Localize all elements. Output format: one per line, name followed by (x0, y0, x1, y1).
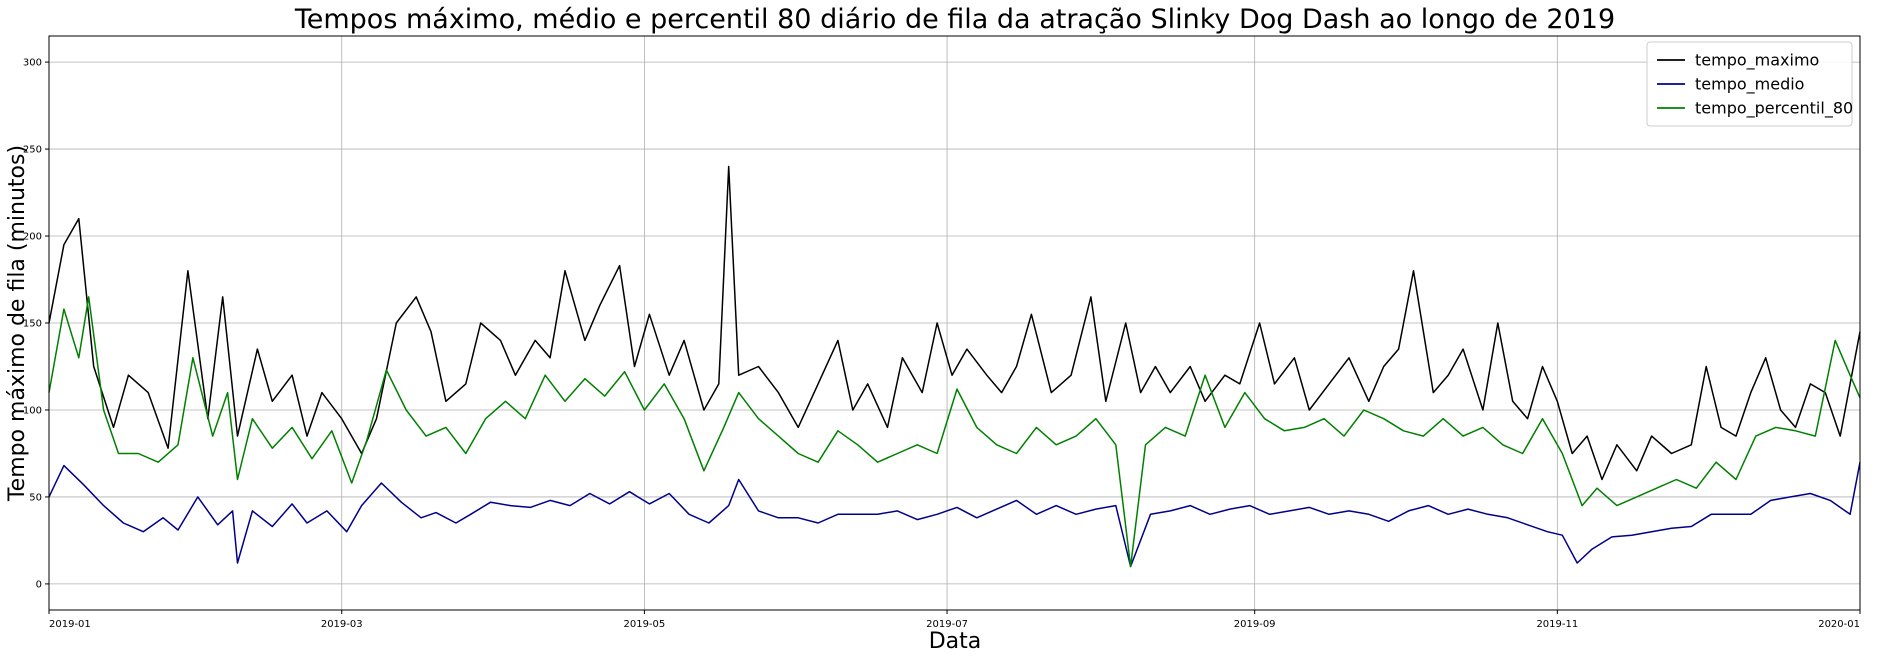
x-tick-label: 2019-07 (926, 619, 968, 630)
legend: tempo_maximo tempo_medio tempo_percentil_8… (1646, 41, 1853, 127)
series-line-tempo-percentil-80 (48, 296, 1861, 568)
x-axis-label: Data (929, 629, 982, 654)
x-tick-label: 2019-05 (623, 619, 665, 630)
y-tick-label: 250 (23, 145, 42, 156)
legend-box (1646, 41, 1853, 127)
plot-frame (48, 35, 1861, 611)
series-lines (48, 165, 1861, 568)
y-tick-label: 100 (23, 405, 42, 416)
y-tick-label: 150 (23, 319, 42, 330)
legend-entry: tempo_maximo (1695, 51, 1819, 71)
y-tick-label: 50 (29, 492, 42, 503)
x-tick-label: 2020-01 (1818, 619, 1860, 630)
y-tick-label: 0 (36, 579, 42, 590)
x-tick-label: 2019-03 (321, 619, 363, 630)
x-tick-label: 2019-09 (1234, 619, 1276, 630)
x-tick-label: 2019-01 (49, 619, 91, 630)
axis-ticks: 0 50 100 150 200 250 300 2019-01 2019-03 2019-05 2… (23, 58, 1861, 630)
chart-title: Tempos máximo, médio e percentil 80 diár… (294, 4, 1615, 35)
x-tick-label: 2019-11 (1536, 619, 1578, 630)
y-tick-label: 300 (23, 58, 42, 69)
y-tick-label: 200 (23, 232, 42, 243)
series-line-tempo-medio (48, 462, 1861, 568)
legend-entry: tempo_medio (1695, 75, 1804, 95)
y-axis-label: Tempo máximo de fila (minutos) (5, 145, 30, 502)
legend-entry: tempo_percentil_80 (1695, 99, 1853, 119)
